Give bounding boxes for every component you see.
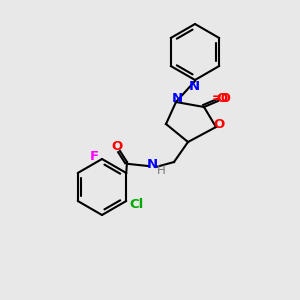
Text: F: F [89,151,99,164]
Text: N: N [171,92,183,106]
Text: N: N [188,80,200,92]
Text: O: O [213,118,225,131]
Text: H: H [157,164,165,178]
Text: Cl: Cl [129,199,143,212]
Text: O: O [111,140,123,154]
Text: N: N [146,158,158,172]
Text: =O: =O [212,92,232,106]
Text: O: O [216,92,228,106]
